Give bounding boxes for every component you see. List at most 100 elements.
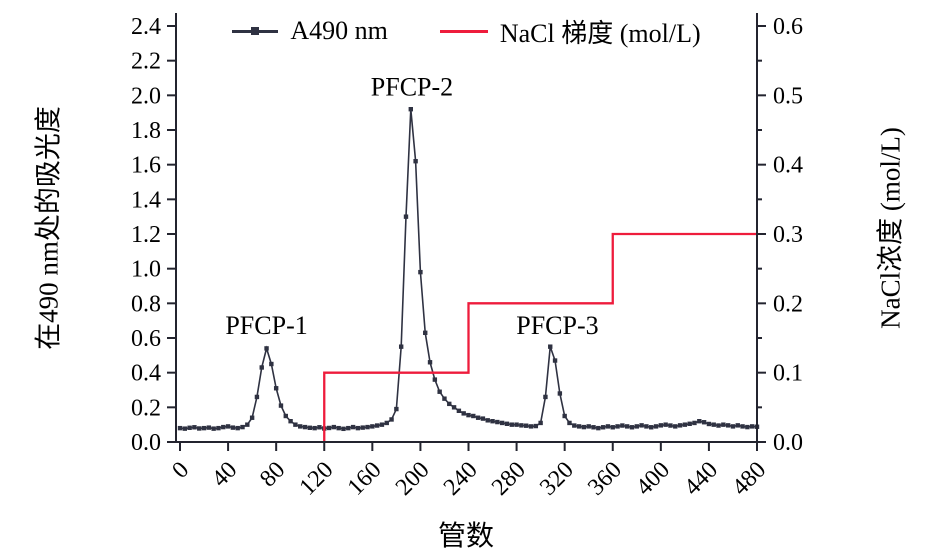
series-a490-marker [557,391,563,396]
series-a490-marker [466,412,471,418]
x-tick-label: 40 [207,457,242,492]
series-a490-marker [312,425,317,431]
series-a490-marker [331,424,337,430]
y-right-tick-label: 0.1 [773,361,803,387]
series-a490-marker [475,415,481,420]
series-a490-marker [177,425,183,431]
x-tick-label: 360 [583,457,627,501]
series-a490-marker [668,423,673,428]
y-left-tick-label: 2.4 [131,14,161,40]
series-a490-marker [370,424,375,429]
y-left-tick-label: 0.6 [131,326,161,352]
x-tick-label: 80 [255,457,290,492]
series-a490-marker [355,425,361,431]
series-a490-marker [552,358,558,363]
series-a490-marker [182,426,188,431]
series-a490-marker [269,361,274,367]
y-left-tick-label: 0.0 [131,430,161,456]
series-a490-marker [605,424,611,429]
y-right-tick-label: 0.6 [773,14,803,40]
series-a490-marker [240,424,245,430]
series-a490-marker [649,425,654,430]
series-a490-marker [211,426,216,431]
y-axis-title-left: 在490 nm处的吸光度 [33,106,64,350]
series-a490-marker [538,420,543,426]
series-a490-marker [365,424,370,430]
series-a490-marker [341,426,346,432]
series-a490-marker [673,424,678,429]
series-a490-marker [677,423,683,428]
series-a490-marker [423,330,428,335]
series-a490-marker [394,406,399,412]
y-left-tick-label: 1.4 [131,187,161,213]
series-a490-marker [461,411,466,416]
series-a490-marker [451,405,457,410]
series-a490-marker [264,346,269,351]
series-a490-marker [620,423,625,428]
y-left-tick-label: 2.0 [131,83,161,109]
series-a490-marker [721,422,726,427]
series-a490-marker [456,408,462,413]
series-a490-marker [682,422,688,427]
y-left-tick-label: 1.6 [131,153,161,179]
series-a490-marker [398,344,404,349]
series-a490-marker [298,424,303,429]
series-a490-marker [610,425,615,430]
series-a490-marker [216,425,221,431]
series-a490-marker [644,424,649,429]
series-a490-marker [735,423,740,428]
series-a490-marker [471,413,476,419]
axes-frame [175,13,758,443]
y-right-tick-label: 0.3 [773,222,803,248]
series-a490-marker [524,423,529,428]
square-marker-icon [251,27,260,35]
series-a490-marker [235,425,240,431]
x-tick-label: 160 [343,457,387,501]
series-a490-marker [197,426,202,431]
series-a490-marker [225,424,231,429]
series-a490-marker [187,425,192,430]
red-line-icon [439,29,488,33]
series-a490-marker [701,420,707,425]
series-a490-marker [259,365,264,370]
x-tick-label: 280 [487,457,531,501]
series-a490-marker [418,269,423,275]
x-tick-label: 120 [295,457,339,501]
series-a490-marker [509,422,514,427]
series-a490-marker [249,415,255,420]
series-a490-marker [442,396,447,401]
y-left-tick-label: 1.8 [131,118,161,144]
x-tick-label: 320 [535,457,579,501]
series-a490-marker [572,423,577,428]
series-a490-marker [740,424,745,429]
series-a490-marker [350,424,356,430]
y-right-tick-label: 0.0 [773,430,803,456]
series-a490-marker [692,420,697,426]
series-a490-marker [725,423,731,428]
series-a490-marker [447,401,452,407]
series-a490-marker [413,159,418,164]
series-a490-marker [206,425,212,430]
series-a490-marker [624,424,630,429]
peak-label-pfcp-3: PFCP-3 [516,311,598,340]
y-axis-title-right: NaCl浓度 (mol/L) [875,127,906,329]
series-a490-marker [629,425,635,430]
x-tick-label: 440 [679,457,723,501]
series-a490-marker [302,424,308,430]
legend: A490 nm NaCl 梯度 (mol/L) [176,12,757,50]
series-a490-marker [504,421,510,426]
series-a490-marker [548,344,553,349]
y-left-tick-label: 0.4 [131,361,161,387]
peak-label-pfcp-2: PFCP-2 [371,73,453,102]
y-left-tick-label: 1.2 [131,222,161,248]
series-a490-marker [653,424,659,429]
series-a490-marker [245,422,250,427]
y-right-tick-label: 0.4 [773,153,803,179]
x-tick-label: 200 [391,457,435,501]
series-a490-marker [374,423,380,428]
series-a490-marker [485,418,490,423]
series-a490-marker [326,425,332,431]
legend-label-nacl: NaCl 梯度 (mol/L) [499,18,701,48]
series-a490-marker [697,419,702,424]
